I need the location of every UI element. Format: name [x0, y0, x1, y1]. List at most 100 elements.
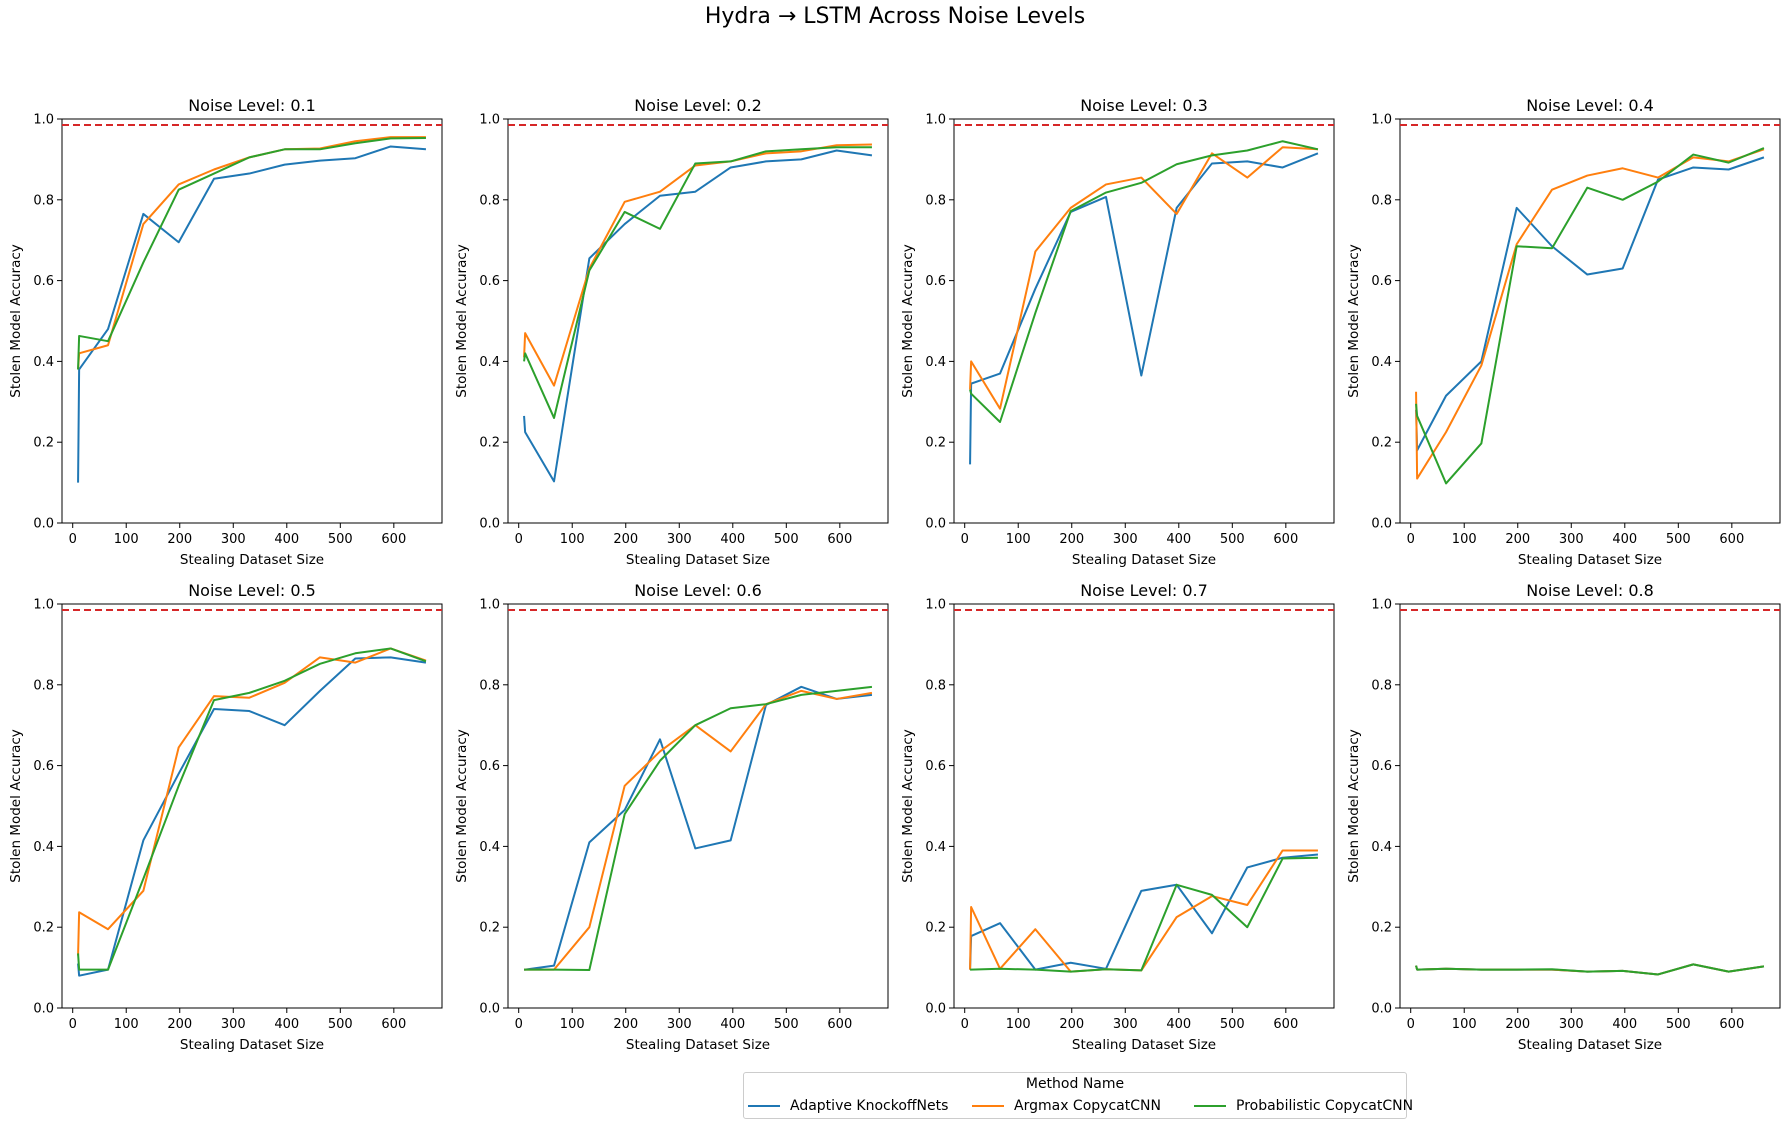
y-tick-label: 1.0 — [33, 598, 54, 613]
subplot-title: Noise Level: 0.2 — [634, 96, 762, 115]
series-line-probabilistic-copycatcnn — [970, 856, 1318, 973]
x-tick-label: 100 — [1452, 532, 1477, 547]
series-line-probabilistic-copycatcnn — [1415, 147, 1765, 485]
y-tick-label: 1.0 — [1371, 598, 1392, 613]
y-tick-label: 0.2 — [1371, 921, 1392, 936]
x-tick-label: 300 — [1113, 1017, 1138, 1032]
subplot-5: Noise Level: 0.5 0 100 200 300 400 500 600 0.0 0.… — [8, 581, 443, 1053]
x-tick-label: 400 — [1166, 532, 1191, 547]
y-tick-label: 1.0 — [1371, 113, 1392, 128]
y-tick-label: 0.4 — [1371, 355, 1392, 370]
subplot-title: Noise Level: 0.8 — [1526, 581, 1654, 600]
subplot-title: Noise Level: 0.6 — [634, 581, 762, 600]
x-axis-label: Stealing Dataset Size — [1072, 1037, 1216, 1053]
y-axis-label: Stolen Model Accuracy — [454, 244, 470, 397]
axes-frame — [507, 603, 889, 1009]
series-line-probabilistic-copycatcnn — [524, 685, 873, 972]
x-tick-label: 200 — [167, 532, 192, 547]
x-tick-label: 300 — [1559, 532, 1584, 547]
x-tick-label: 100 — [114, 532, 139, 547]
y-tick-label: 0.6 — [925, 274, 946, 289]
subplot-title: Noise Level: 0.1 — [188, 96, 316, 115]
y-tick-label: 0.4 — [33, 840, 54, 855]
x-tick-label: 200 — [1059, 532, 1084, 547]
y-tick-label: 0.2 — [33, 436, 54, 451]
subplot-3: Noise Level: 0.3 0 100 200 300 400 500 600 0.0 0.… — [900, 96, 1335, 568]
subplot-2: Noise Level: 0.2 0 100 200 300 400 500 600 0.0 0.… — [454, 96, 889, 568]
subplot-title: Noise Level: 0.4 — [1526, 96, 1654, 115]
y-tick-label: 0.4 — [925, 355, 946, 370]
series-line-adaptive-knockoffnets — [969, 152, 1319, 465]
y-axis-label: Stolen Model Accuracy — [900, 244, 916, 397]
x-tick-label: 100 — [1452, 1017, 1477, 1032]
subplot-8: Noise Level: 0.8 0 100 200 300 400 500 600 0.0 0.… — [1346, 581, 1781, 1053]
y-tick-label: 0.6 — [1371, 274, 1392, 289]
x-axis-label: Stealing Dataset Size — [626, 552, 770, 568]
y-tick-label: 0.2 — [925, 921, 946, 936]
legend-label: Probabilistic CopycatCNN — [1236, 1098, 1414, 1114]
series-line-probabilistic-copycatcnn — [77, 647, 427, 971]
x-tick-label: 0 — [515, 532, 523, 547]
x-axis-label: Stealing Dataset Size — [1518, 552, 1662, 568]
y-tick-label: 0.8 — [925, 678, 946, 693]
series-line-argmax-copycatcnn — [77, 647, 427, 956]
y-tick-label: 0.6 — [479, 759, 500, 774]
x-tick-label: 300 — [1113, 532, 1138, 547]
y-tick-label: 0.4 — [33, 355, 54, 370]
x-tick-label: 400 — [720, 1017, 745, 1032]
y-axis-label: Stolen Model Accuracy — [1346, 244, 1362, 397]
series-line-probabilistic-copycatcnn — [77, 136, 426, 370]
y-tick-label: 0.2 — [479, 436, 500, 451]
x-tick-label: 100 — [560, 532, 585, 547]
x-tick-label: 0 — [515, 1017, 523, 1032]
x-tick-label: 500 — [328, 532, 353, 547]
y-tick-label: 0.2 — [925, 436, 946, 451]
y-tick-label: 0.6 — [479, 274, 500, 289]
y-axis-label: Stolen Model Accuracy — [8, 729, 24, 882]
x-tick-label: 100 — [1006, 1017, 1031, 1032]
subplot-title: Noise Level: 0.5 — [188, 581, 316, 600]
y-tick-label: 0.0 — [1371, 517, 1392, 532]
subplot-title: Noise Level: 0.3 — [1080, 96, 1208, 115]
y-tick-label: 0.0 — [479, 1002, 500, 1017]
x-tick-label: 0 — [69, 532, 77, 547]
x-axis-label: Stealing Dataset Size — [180, 1037, 324, 1053]
y-tick-label: 0.0 — [33, 517, 54, 532]
x-tick-label: 500 — [774, 1017, 799, 1032]
x-tick-label: 0 — [961, 1017, 969, 1032]
series-line-argmax-copycatcnn — [524, 689, 873, 971]
legend-label: Adaptive KnockoffNets — [790, 1098, 949, 1114]
series-line-adaptive-knockoffnets — [1415, 156, 1765, 452]
x-tick-label: 200 — [167, 1017, 192, 1032]
y-tick-label: 0.6 — [1371, 759, 1392, 774]
x-axis-label: Stealing Dataset Size — [626, 1037, 770, 1053]
y-tick-label: 0.0 — [479, 517, 500, 532]
y-tick-label: 0.8 — [1371, 678, 1392, 693]
series-line-probabilistic-copycatcnn — [1415, 963, 1765, 976]
y-tick-label: 0.6 — [33, 759, 54, 774]
y-tick-label: 0.6 — [33, 274, 54, 289]
series-line-adaptive-knockoffnets — [523, 149, 873, 483]
y-tick-label: 0.8 — [479, 193, 500, 208]
x-tick-label: 0 — [1407, 532, 1415, 547]
x-tick-label: 400 — [274, 532, 299, 547]
x-tick-label: 600 — [1719, 1017, 1744, 1032]
x-tick-label: 500 — [774, 532, 799, 547]
x-tick-label: 300 — [667, 532, 692, 547]
series-line-adaptive-knockoffnets — [524, 685, 873, 971]
x-tick-label: 500 — [1666, 1017, 1691, 1032]
subplot-6: Noise Level: 0.6 0 100 200 300 400 500 600 0.0 0.… — [454, 581, 889, 1053]
y-tick-label: 0.4 — [479, 840, 500, 855]
x-tick-label: 300 — [221, 1017, 246, 1032]
y-axis-label: Stolen Model Accuracy — [900, 729, 916, 882]
y-axis-label: Stolen Model Accuracy — [8, 244, 24, 397]
x-tick-label: 100 — [114, 1017, 139, 1032]
legend-item-probabilistic-copycatcnn: Probabilistic CopycatCNN — [1194, 1098, 1413, 1114]
axes-frame — [953, 118, 1335, 524]
legend-swatch — [1194, 1105, 1226, 1107]
x-tick-label: 600 — [1273, 532, 1298, 547]
x-tick-label: 600 — [827, 1017, 852, 1032]
x-tick-label: 600 — [1273, 1017, 1298, 1032]
x-tick-label: 300 — [221, 532, 246, 547]
